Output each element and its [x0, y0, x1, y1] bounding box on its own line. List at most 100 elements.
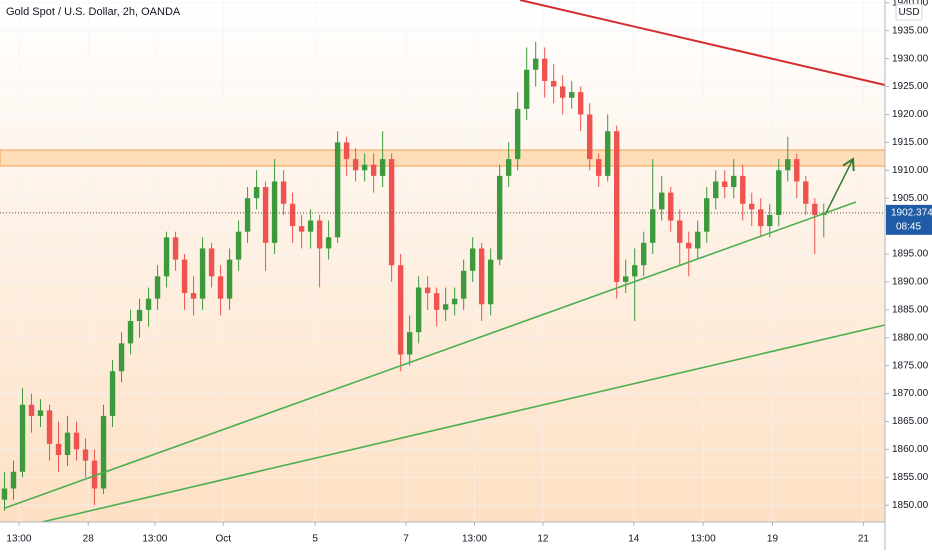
- candle-body: [767, 214, 773, 227]
- price-axis: [885, 0, 932, 550]
- candle-body: [172, 237, 179, 260]
- candle-body: [361, 164, 368, 171]
- candle-body: [1, 488, 8, 500]
- x-tick-label: 28: [83, 534, 95, 545]
- candle-body: [577, 92, 584, 115]
- candle-body: [532, 58, 539, 70]
- candle-body: [46, 410, 53, 444]
- candle-body: [298, 226, 305, 232]
- candle-body: [163, 237, 170, 277]
- candle-body: [704, 198, 710, 232]
- candle-body: [559, 86, 566, 98]
- trend-line: [519, 0, 886, 86]
- candle-body: [803, 181, 809, 204]
- candle-body: [478, 248, 485, 305]
- candle-body: [623, 276, 629, 282]
- x-tick-label: 21: [858, 534, 870, 545]
- candle-body: [334, 142, 341, 238]
- y-tick-label: 1850.00: [892, 500, 929, 511]
- y-tick-label: 1870.00: [892, 388, 929, 399]
- last-price-box: [886, 204, 932, 235]
- y-tick-label: 1925.00: [892, 81, 929, 92]
- candle-body: [10, 471, 17, 489]
- candle-body: [460, 270, 467, 299]
- x-tick-label: 13:00: [6, 534, 31, 545]
- candle-body: [749, 203, 755, 210]
- candle-body: [388, 159, 395, 266]
- candle-body: [776, 170, 782, 215]
- candle-body: [650, 209, 656, 243]
- resistance-zone: [0, 149, 886, 167]
- candle-body: [695, 231, 701, 249]
- candle-body: [37, 410, 44, 416]
- candle-body: [370, 164, 377, 176]
- candle-body: [208, 248, 215, 277]
- candle-body: [541, 58, 548, 81]
- candle-body: [154, 276, 161, 299]
- candle-body: [262, 187, 269, 243]
- candle-body: [226, 259, 233, 299]
- candle-body: [397, 265, 404, 355]
- y-tick-label: 1855.00: [892, 472, 929, 483]
- candle-body: [568, 92, 575, 98]
- candle-body: [442, 304, 449, 310]
- candle-body: [505, 159, 512, 176]
- candle-body: [82, 449, 89, 461]
- y-tick-label: 1910.00: [892, 165, 929, 176]
- candle-body: [514, 108, 521, 160]
- x-tick-label: Oct: [215, 534, 231, 545]
- candle-body: [145, 298, 152, 310]
- grid: [0, 0, 885, 522]
- x-tick-label: 12: [537, 534, 549, 545]
- axes: 1850.00 1855.00 1860.00 1865.00 1870.00 1875.…: [6, 0, 932, 545]
- candle-body: [668, 192, 674, 221]
- candle-body: [496, 175, 503, 260]
- x-tick-label: 13:00: [142, 534, 167, 545]
- candle-body: [289, 203, 296, 227]
- candle-body: [118, 343, 125, 372]
- candle-body: [325, 237, 332, 249]
- currency: USD: [898, 7, 919, 18]
- candle-body: [632, 265, 638, 277]
- candle-body: [181, 259, 188, 294]
- candle-body: [731, 175, 737, 188]
- y-tick-label: 1920.00: [892, 109, 929, 120]
- candle-body: [379, 159, 386, 176]
- candle-body: [406, 332, 413, 355]
- candle-body: [280, 181, 287, 204]
- y-tick-label: 1935.00: [892, 25, 929, 36]
- candle-body: [451, 298, 458, 305]
- candle-body: [794, 159, 800, 182]
- candle-body: [217, 276, 224, 299]
- y-tick-label: 1865.00: [892, 416, 929, 427]
- candle-body: [740, 175, 746, 204]
- candle-body: [758, 209, 764, 227]
- candle-body: [424, 287, 431, 294]
- candle-body: [785, 159, 791, 171]
- y-tick-label: 1880.00: [892, 332, 929, 343]
- candle-body: [469, 248, 476, 271]
- candle-body: [487, 259, 494, 305]
- trend-line: [4, 201, 857, 509]
- candle-body: [677, 220, 683, 243]
- candle-body: [343, 142, 350, 160]
- candle-body: [596, 159, 602, 176]
- x-tick-label: 13:00: [462, 534, 487, 545]
- y-tick-label: 1860.00: [892, 444, 929, 455]
- candle-body: [641, 242, 647, 266]
- candle-body: [55, 443, 62, 456]
- countdown: 08:45: [896, 221, 921, 232]
- candle-body: [73, 432, 80, 450]
- currency-box: [895, 3, 923, 21]
- candle-body: [64, 432, 71, 456]
- candle-body: [100, 415, 107, 489]
- candle-body: [253, 187, 260, 199]
- candle-body: [127, 321, 134, 344]
- candle-body: [136, 309, 143, 322]
- trend-line: [24, 324, 886, 527]
- candle-body: [91, 460, 98, 489]
- candle-body: [19, 404, 26, 472]
- candle-body: [235, 231, 242, 260]
- candle-body: [659, 192, 665, 210]
